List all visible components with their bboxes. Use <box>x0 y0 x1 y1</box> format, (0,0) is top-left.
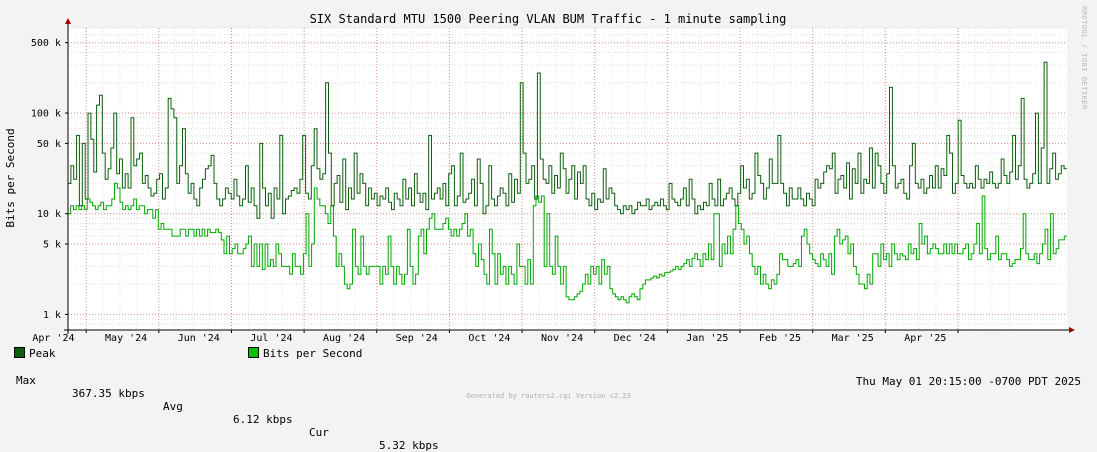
x-tick-label: Aug '24 <box>323 333 365 344</box>
x-tick-label: Nov '24 <box>541 333 583 344</box>
y-tick-label: 100 k <box>31 109 61 120</box>
x-tick-label: Jan '25 <box>686 333 728 344</box>
y-tick-label: 5 k <box>43 240 61 251</box>
series-peak-line <box>68 61 1067 219</box>
y-tick-label: 50 k <box>37 139 61 150</box>
max-value: 367.35 kbps <box>72 387 145 400</box>
avg-value: 6.12 kbps <box>233 413 293 426</box>
series-layer <box>68 61 1067 304</box>
x-tick-label: Jun '24 <box>178 333 220 344</box>
timestamp: Thu May 01 20:15:00 -0700 PDT 2025 <box>855 375 1081 388</box>
x-tick-labels: Apr '24 May '24 Jun '24 Jul '24 Aug '24 Sep '… <box>32 333 946 344</box>
x-tick-label: Dec '24 <box>614 333 656 344</box>
legend-peak: Peak <box>14 347 56 360</box>
x-tick-label: Jul '24 <box>250 333 292 344</box>
legend-peak-swatch <box>14 347 25 358</box>
legend-peak-label: Peak <box>29 347 56 360</box>
x-tick-label: Apr '24 <box>32 333 74 344</box>
y-axis-arrow <box>65 18 71 24</box>
cur-label: Cur <box>309 426 329 439</box>
legend-bps-label: Bits per Second <box>263 347 363 360</box>
x-axis-arrow <box>1069 327 1075 333</box>
footer-credit: Generated by routers2.cgi Version v2.23 <box>466 392 631 400</box>
y-tick-label: 10 k <box>37 209 61 220</box>
legend: Peak Bits per Second <box>14 347 614 361</box>
chart: 1 k 5 k 10 k 50 k 100 k 500 k Apr '24 May '24 J… <box>4 12 1075 344</box>
x-tick-label: May '24 <box>105 333 147 344</box>
max-label: Max <box>16 374 36 387</box>
legend-bps: Bits per Second <box>248 347 362 360</box>
legend-bps-swatch <box>248 347 259 358</box>
chart-title: SIX Standard MTU 1500 Peering VLAN BUM T… <box>310 12 787 26</box>
y-tick-label: 500 k <box>31 38 61 49</box>
series-bps-line <box>68 182 1067 304</box>
plot-area <box>68 28 1067 330</box>
cur-value: 5.32 kbps <box>379 439 439 452</box>
axes <box>64 18 1075 334</box>
x-tick-label: Oct '24 <box>468 333 510 344</box>
rrdtool-watermark: RRDTOOL / TOBI OETIKER <box>1080 6 1088 110</box>
x-tick-label: Apr '25 <box>904 333 946 344</box>
x-tick-label: Feb '25 <box>759 333 801 344</box>
y-axis-label: Bits per Second <box>4 128 17 227</box>
x-tick-label: Sep '24 <box>396 333 438 344</box>
y-tick-labels: 1 k 5 k 10 k 50 k 100 k 500 k <box>31 38 61 321</box>
y-tick-label: 1 k <box>43 310 61 321</box>
x-tick-label: Mar '25 <box>832 333 874 344</box>
